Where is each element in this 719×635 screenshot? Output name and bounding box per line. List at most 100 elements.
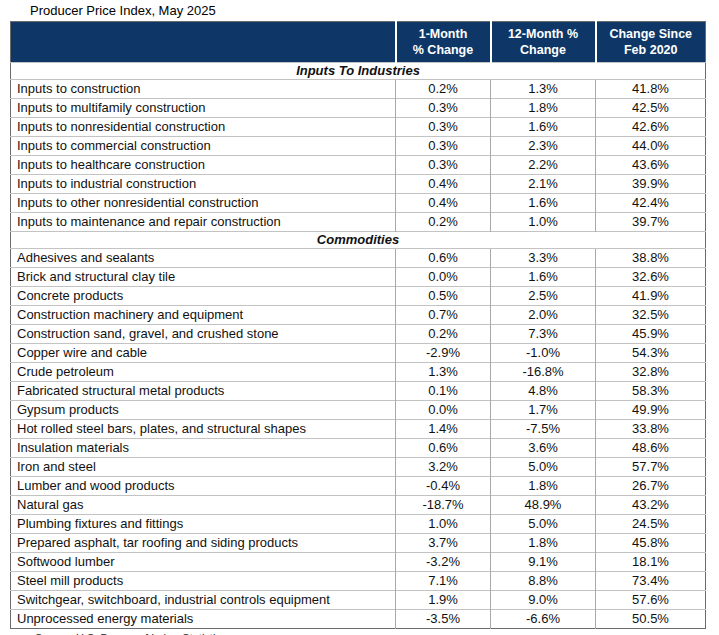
table-row: Crude petroleum1.3%-16.8%32.8% <box>11 363 706 382</box>
value-cell: 1.3% <box>396 363 491 382</box>
row-label: Inputs to industrial construction <box>11 175 396 194</box>
row-label: Natural gas <box>11 496 396 515</box>
row-label: Inputs to construction <box>11 80 396 99</box>
row-label: Construction sand, gravel, and crushed s… <box>11 325 396 344</box>
table-row: Inputs to maintenance and repair constru… <box>11 213 706 232</box>
row-label: Unprocessed energy materials <box>11 610 396 629</box>
row-label: Inputs to other nonresidential construct… <box>11 194 396 213</box>
value-cell: 45.8% <box>596 534 706 553</box>
value-cell: 42.5% <box>596 99 706 118</box>
header-cell-blank <box>11 22 396 63</box>
value-cell: 1.0% <box>491 213 596 232</box>
row-label: Fabricated structural metal products <box>11 382 396 401</box>
value-cell: -0.4% <box>396 477 491 496</box>
value-cell: 2.2% <box>491 156 596 175</box>
page-title: Producer Price Index, May 2025 <box>30 3 719 18</box>
value-cell: 0.0% <box>396 268 491 287</box>
value-cell: 1.8% <box>491 477 596 496</box>
value-cell: 4.8% <box>491 382 596 401</box>
value-cell: 42.6% <box>596 118 706 137</box>
value-cell: 1.8% <box>491 99 596 118</box>
value-cell: 9.0% <box>491 591 596 610</box>
table-row: Construction machinery and equipment0.7%… <box>11 306 706 325</box>
section-title: Inputs To Industries <box>11 63 706 80</box>
value-cell: 32.8% <box>596 363 706 382</box>
value-cell: 26.7% <box>596 477 706 496</box>
value-cell: 3.6% <box>491 439 596 458</box>
table-row: Steel mill products7.1%8.8%73.4% <box>11 572 706 591</box>
table-body: Inputs To IndustriesInputs to constructi… <box>11 63 706 629</box>
value-cell: 0.1% <box>396 382 491 401</box>
value-cell: 50.5% <box>596 610 706 629</box>
value-cell: 32.6% <box>596 268 706 287</box>
table-row: Prepared asphalt, tar roofing and siding… <box>11 534 706 553</box>
value-cell: 3.7% <box>396 534 491 553</box>
row-label: Prepared asphalt, tar roofing and siding… <box>11 534 396 553</box>
value-cell: 1.8% <box>491 534 596 553</box>
table-header: 1-Month % Change 12-Month % Change Chang… <box>11 22 706 63</box>
value-cell: 0.2% <box>396 80 491 99</box>
header-cell-change-since-feb-2020: Change Since Feb 2020 <box>596 22 706 63</box>
row-label: Inputs to healthcare construction <box>11 156 396 175</box>
value-cell: 2.1% <box>491 175 596 194</box>
value-cell: 54.3% <box>596 344 706 363</box>
value-cell: -16.8% <box>491 363 596 382</box>
value-cell: 1.4% <box>396 420 491 439</box>
value-cell: 1.0% <box>396 515 491 534</box>
row-label: Copper wire and cable <box>11 344 396 363</box>
row-label: Inputs to commercial construction <box>11 137 396 156</box>
table-row: Copper wire and cable-2.9%-1.0%54.3% <box>11 344 706 363</box>
row-label: Adhesives and sealants <box>11 249 396 268</box>
value-cell: 1.3% <box>491 80 596 99</box>
value-cell: 18.1% <box>596 553 706 572</box>
value-cell: 58.3% <box>596 382 706 401</box>
value-cell: 1.7% <box>491 401 596 420</box>
value-cell: 38.8% <box>596 249 706 268</box>
value-cell: -6.6% <box>491 610 596 629</box>
ppi-table: 1-Month % Change 12-Month % Change Chang… <box>10 21 706 629</box>
table-row: Gypsum products0.0%1.7%49.9% <box>11 401 706 420</box>
row-label: Inputs to nonresidential construction <box>11 118 396 137</box>
value-cell: 2.3% <box>491 137 596 156</box>
table-row: Concrete products0.5%2.5%41.9% <box>11 287 706 306</box>
value-cell: 1.9% <box>396 591 491 610</box>
value-cell: 5.0% <box>491 458 596 477</box>
value-cell: 43.6% <box>596 156 706 175</box>
value-cell: 39.7% <box>596 213 706 232</box>
table-row: Inputs to other nonresidential construct… <box>11 194 706 213</box>
table-row: Inputs to nonresidential construction0.3… <box>11 118 706 137</box>
value-cell: 48.6% <box>596 439 706 458</box>
value-cell: 0.2% <box>396 213 491 232</box>
value-cell: 73.4% <box>596 572 706 591</box>
value-cell: -7.5% <box>491 420 596 439</box>
table-row: Hot rolled steel bars, plates, and struc… <box>11 420 706 439</box>
table-row: Unprocessed energy materials-3.5%-6.6%50… <box>11 610 706 629</box>
row-label: Gypsum products <box>11 401 396 420</box>
value-cell: 32.5% <box>596 306 706 325</box>
row-label: Steel mill products <box>11 572 396 591</box>
value-cell: 0.4% <box>396 194 491 213</box>
table-row: Brick and structural clay tile0.0%1.6%32… <box>11 268 706 287</box>
header-cell-12-month: 12-Month % Change <box>491 22 596 63</box>
value-cell: -3.5% <box>396 610 491 629</box>
table-row: Plumbing fixtures and fittings1.0%5.0%24… <box>11 515 706 534</box>
row-label: Construction machinery and equipment <box>11 306 396 325</box>
value-cell: 0.3% <box>396 118 491 137</box>
value-cell: 3.3% <box>491 249 596 268</box>
value-cell: 1.6% <box>491 194 596 213</box>
table-row: Inputs to construction0.2%1.3%41.8% <box>11 80 706 99</box>
value-cell: -18.7% <box>396 496 491 515</box>
value-cell: 24.5% <box>596 515 706 534</box>
row-label: Iron and steel <box>11 458 396 477</box>
value-cell: 0.6% <box>396 439 491 458</box>
value-cell: 2.0% <box>491 306 596 325</box>
row-label: Lumber and wood products <box>11 477 396 496</box>
row-label: Softwood lumber <box>11 553 396 572</box>
table-row: Switchgear, switchboard, industrial cont… <box>11 591 706 610</box>
value-cell: -2.9% <box>396 344 491 363</box>
value-cell: 0.0% <box>396 401 491 420</box>
table-row: Lumber and wood products-0.4%1.8%26.7% <box>11 477 706 496</box>
value-cell: 57.6% <box>596 591 706 610</box>
table-row: Inputs to commercial construction0.3%2.3… <box>11 137 706 156</box>
header-row: 1-Month % Change 12-Month % Change Chang… <box>11 22 706 63</box>
